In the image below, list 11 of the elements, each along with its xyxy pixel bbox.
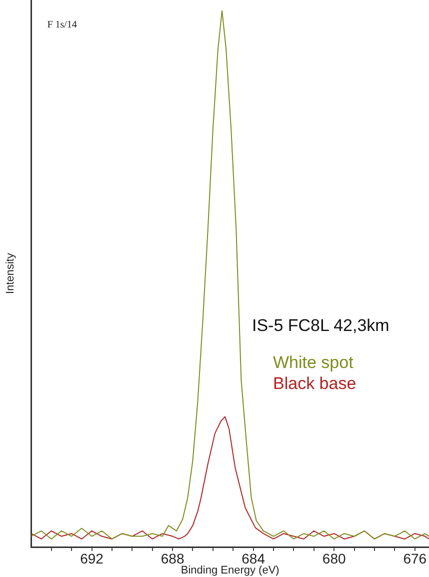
x-axis-title: Binding Energy (eV) — [180, 564, 280, 576]
series-label: White spot — [273, 353, 354, 372]
x-tick-label: 688 — [160, 550, 184, 566]
x-tick-label: 676 — [403, 550, 427, 566]
y-axis-title: Intensity — [4, 252, 17, 294]
x-tick-label: 684 — [242, 550, 266, 566]
text: Black base — [273, 374, 356, 394]
annotation: IS-5 FC8L 42,3km — [252, 316, 390, 336]
x-tick-label: 692 — [80, 550, 104, 566]
annotation: F 1s/14 — [47, 20, 77, 31]
x-tick-label: 680 — [322, 550, 346, 566]
